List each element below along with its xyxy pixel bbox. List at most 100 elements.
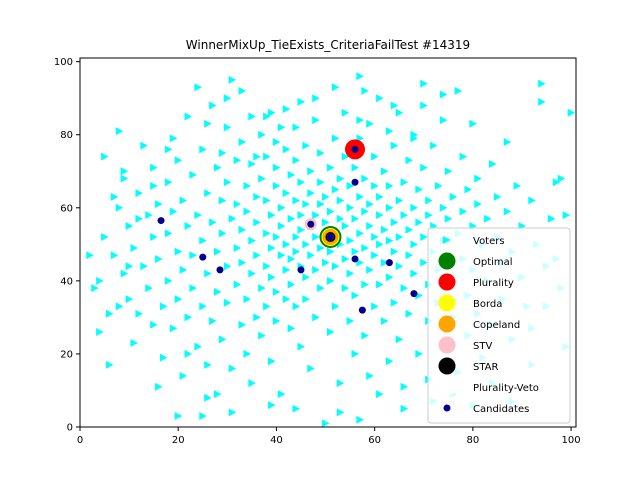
voter-point xyxy=(297,342,305,351)
voter-point xyxy=(356,258,364,267)
voter-point xyxy=(189,170,197,179)
voter-point xyxy=(371,251,379,260)
voter-point xyxy=(174,156,183,165)
y-tick-label: 60 xyxy=(60,203,73,214)
voter-point xyxy=(218,148,227,157)
voter-point xyxy=(155,382,163,391)
voter-point xyxy=(361,280,369,289)
voter-point xyxy=(489,159,497,168)
voter-point xyxy=(263,229,271,238)
voter-point xyxy=(336,196,345,205)
voter-point xyxy=(361,207,369,216)
candidate-point xyxy=(199,253,207,261)
voter-point xyxy=(552,178,561,187)
voter-point xyxy=(272,138,281,147)
voter-point xyxy=(287,170,296,179)
voter-point xyxy=(199,236,207,245)
voter-point xyxy=(449,192,458,201)
voter-point xyxy=(331,83,340,92)
voter-point xyxy=(150,233,158,242)
voter-point xyxy=(125,295,134,304)
y-tick-label: 20 xyxy=(60,349,73,360)
voter-point xyxy=(297,211,305,220)
voter-point xyxy=(277,203,286,212)
voter-point xyxy=(557,174,566,183)
voter-point xyxy=(125,262,134,271)
voter-point xyxy=(86,251,94,260)
voter-point xyxy=(199,145,207,154)
voter-point xyxy=(444,214,453,223)
voter-point xyxy=(346,181,355,190)
voter-point xyxy=(96,328,104,337)
voter-point xyxy=(366,200,374,209)
voter-point xyxy=(277,251,286,260)
voter-point xyxy=(130,243,139,252)
voter-point xyxy=(484,214,492,223)
voter-point xyxy=(164,145,173,154)
voter-point xyxy=(493,192,502,201)
legend-box xyxy=(427,227,571,424)
voter-point xyxy=(248,159,256,168)
voter-point xyxy=(243,349,251,358)
voter-point xyxy=(287,254,296,263)
voter-point xyxy=(459,152,468,161)
voter-point xyxy=(282,265,291,274)
voter-point xyxy=(341,152,350,161)
voter-point xyxy=(503,138,512,147)
voter-point xyxy=(410,203,418,212)
voter-point xyxy=(400,211,409,220)
voter-point xyxy=(312,265,320,274)
voter-point xyxy=(204,269,212,278)
voter-point xyxy=(110,192,119,201)
voter-point xyxy=(307,189,315,198)
voter-point xyxy=(317,243,325,252)
voter-point xyxy=(233,156,242,165)
voter-point xyxy=(415,185,423,194)
voter-point xyxy=(307,251,315,260)
legend-label-candidates: Candidates xyxy=(473,404,529,415)
voter-point xyxy=(263,262,271,271)
voter-point xyxy=(135,309,143,318)
voter-point xyxy=(297,178,305,187)
voter-point xyxy=(199,412,207,421)
voter-point xyxy=(380,317,389,326)
voter-point xyxy=(474,200,482,209)
voter-point xyxy=(214,163,222,172)
legend-label-borda: Borda xyxy=(473,299,502,310)
voter-point xyxy=(184,112,193,121)
voter-point xyxy=(400,284,409,293)
voter-point xyxy=(238,225,247,234)
voter-point xyxy=(351,163,360,172)
voter-point xyxy=(287,324,296,333)
voter-point xyxy=(434,181,443,190)
voter-point xyxy=(390,218,399,227)
legend-label-stv: STV xyxy=(473,341,492,352)
voter-point xyxy=(336,174,345,183)
voter-point xyxy=(336,214,345,223)
y-tick-label: 40 xyxy=(60,276,73,287)
voter-point xyxy=(125,222,134,231)
voter-point xyxy=(204,393,212,402)
voter-point xyxy=(292,302,301,311)
voter-point xyxy=(371,302,379,311)
voter-point xyxy=(263,152,271,161)
voter-point xyxy=(376,211,384,220)
voter-point xyxy=(376,94,384,103)
voter-point xyxy=(341,222,350,231)
voter-point xyxy=(346,236,355,245)
voter-point xyxy=(140,262,148,271)
y-tick-label: 80 xyxy=(60,130,73,141)
voter-point xyxy=(380,167,389,176)
voter-point xyxy=(376,280,384,289)
voter-point xyxy=(400,382,409,391)
voter-point xyxy=(326,163,335,172)
voter-point xyxy=(228,364,237,373)
voter-point xyxy=(430,141,438,150)
y-axis: 0 20 40 60 80 100 xyxy=(54,57,80,434)
voter-point xyxy=(439,116,448,125)
voter-point xyxy=(209,317,217,326)
voter-point xyxy=(464,185,472,194)
voter-point xyxy=(101,233,109,242)
voter-point xyxy=(120,174,129,183)
voter-point xyxy=(272,287,281,296)
